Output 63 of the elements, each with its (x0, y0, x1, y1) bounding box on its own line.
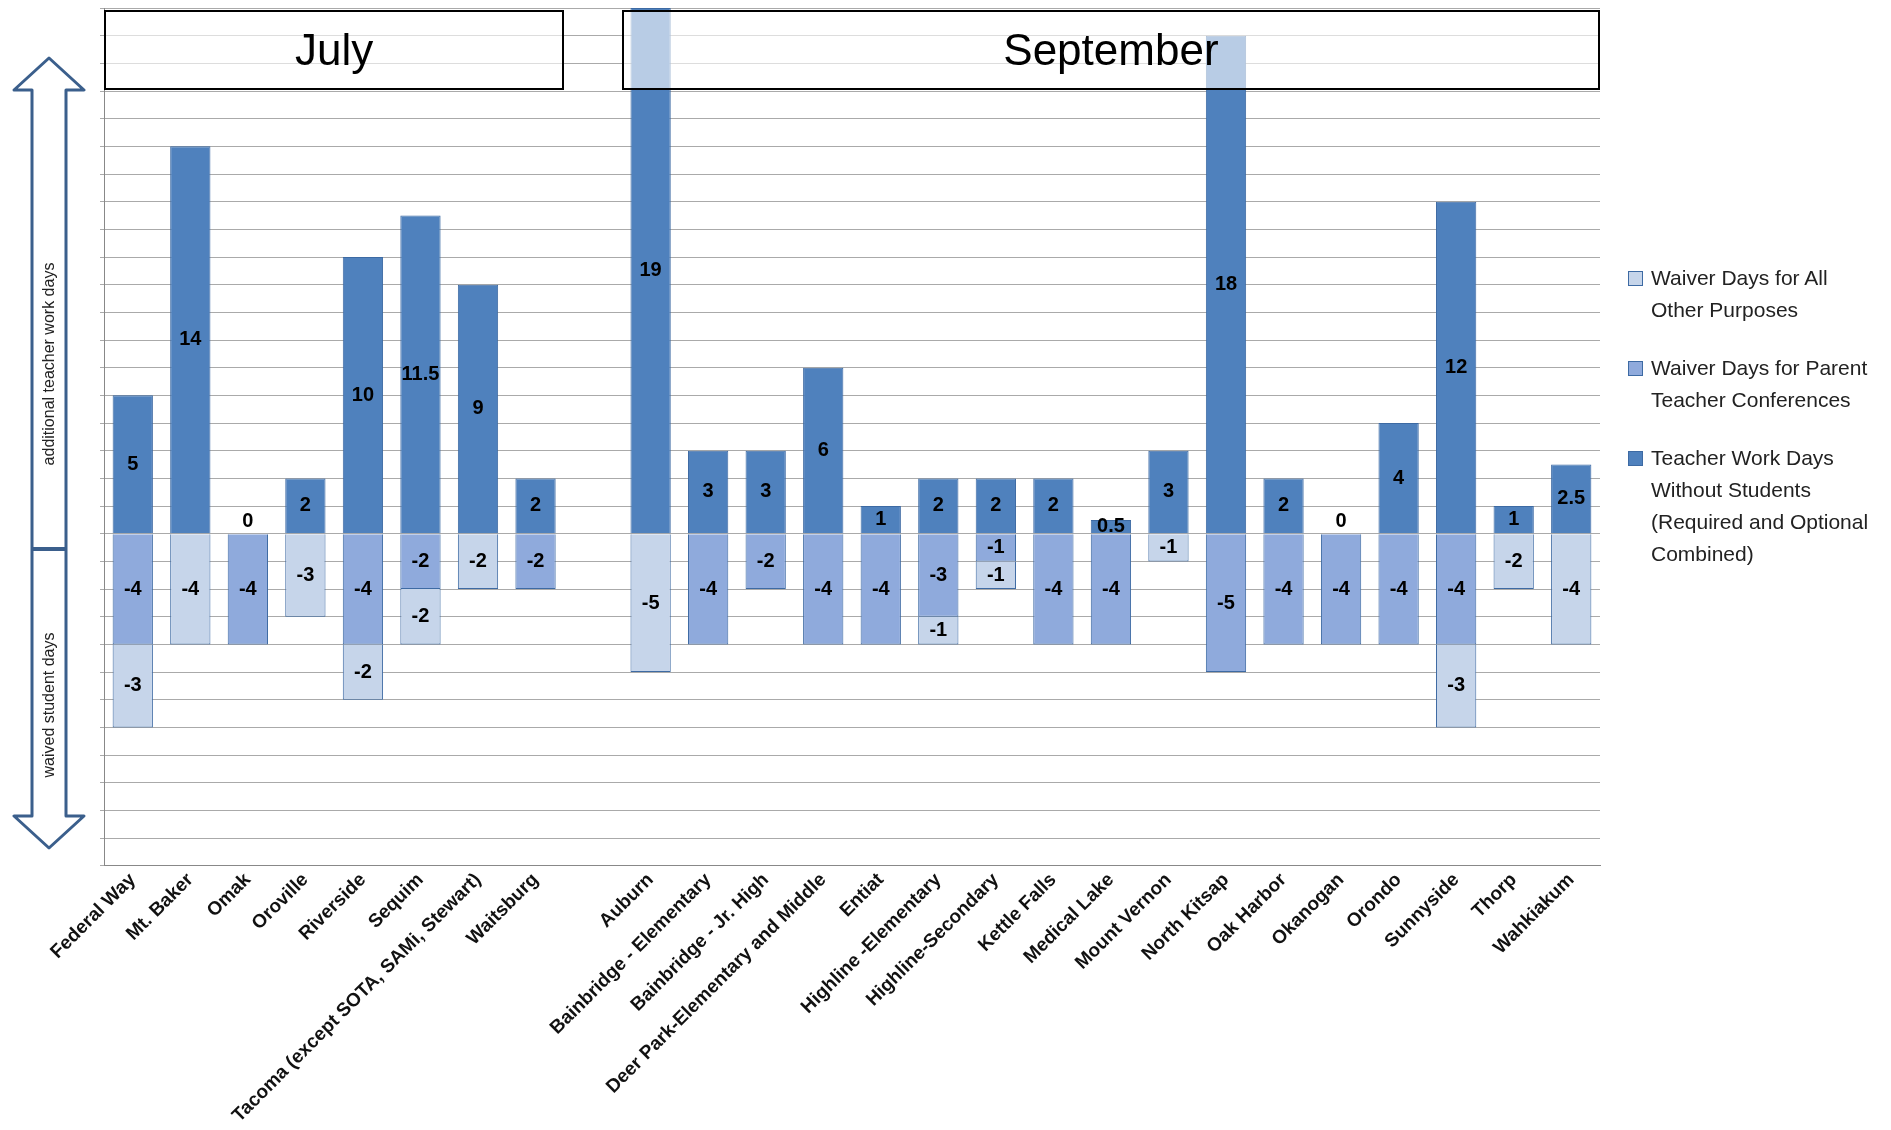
data-label: 2 (932, 493, 944, 516)
data-label: -5 (641, 590, 660, 613)
data-label: -2 (354, 659, 372, 682)
data-label: -2 (1504, 549, 1523, 572)
data-label: -4 (1332, 576, 1351, 599)
data-label: 3 (1162, 479, 1175, 502)
data-label: 14 (179, 327, 203, 350)
data-label: 2 (1277, 493, 1290, 516)
data-label: -5 (1217, 590, 1235, 613)
data-label: -4 (1044, 576, 1064, 599)
data-label: -4 (123, 576, 143, 599)
data-label: -2 (411, 604, 430, 627)
data-label: -2 (756, 549, 775, 572)
data-label: 6 (817, 437, 829, 460)
data-label: -4 (1274, 576, 1294, 599)
data-label: -3 (296, 562, 315, 585)
data-label: -4 (699, 576, 718, 599)
text-box: July (104, 10, 565, 90)
data-label: 4 (1393, 465, 1406, 488)
data-label: 0 (242, 509, 254, 532)
text-box: September (621, 10, 1600, 90)
data-label: -1 (986, 535, 1005, 558)
data-label: -1 (929, 618, 948, 641)
data-label: 0 (1335, 509, 1347, 532)
data-label: -4 (238, 576, 258, 599)
data-label: -4 (1389, 576, 1409, 599)
data-label: 3 (702, 479, 714, 502)
data-label: 11.5 (401, 361, 440, 384)
data-label: -4 (1562, 576, 1581, 599)
data-label: -4 (354, 576, 373, 599)
data-label: 0.5 (1097, 514, 1125, 537)
data-label: 18 (1214, 271, 1238, 294)
data-label: -1 (986, 562, 1005, 585)
data-label: 2 (299, 493, 311, 516)
data-label: -1 (1159, 535, 1178, 558)
text: waived student days (40, 632, 58, 778)
data-label: -4 (814, 576, 833, 599)
data-label: -3 (123, 673, 142, 696)
data-label: -4 (1447, 576, 1466, 599)
data-label: 2.5 (1557, 486, 1586, 509)
data-label: 12 (1445, 354, 1468, 377)
legend-label: Teacher Work Days Without Students (Required and Optional Combined) (1651, 445, 1870, 567)
data-label: 2 (1047, 493, 1059, 516)
data-label: -2 (411, 549, 430, 572)
data-label: 2 (990, 493, 1002, 516)
data-label: 3 (760, 479, 772, 502)
data-label: 1 (875, 507, 887, 530)
legend-label: Waiver Days for Parent Teacher Conferences (1651, 355, 1869, 413)
data-label: 10 (351, 382, 375, 405)
data-label: 5 (127, 451, 139, 474)
data-label: -2 (526, 549, 545, 572)
data-label: 2 (529, 493, 542, 516)
data-label: -3 (929, 562, 948, 585)
data-label: 19 (639, 258, 662, 281)
data-label: 1 (1508, 507, 1520, 530)
text: additional teacher work days (40, 262, 58, 466)
legend-label: Waiver Days for All Other Purposes (1651, 265, 1829, 323)
data-label: -4 (181, 576, 201, 599)
data-label: -4 (1102, 576, 1121, 599)
data-label: -2 (469, 549, 487, 572)
data-label: 9 (472, 396, 484, 419)
data-label: -3 (1447, 673, 1466, 696)
data-label: -4 (871, 576, 891, 599)
